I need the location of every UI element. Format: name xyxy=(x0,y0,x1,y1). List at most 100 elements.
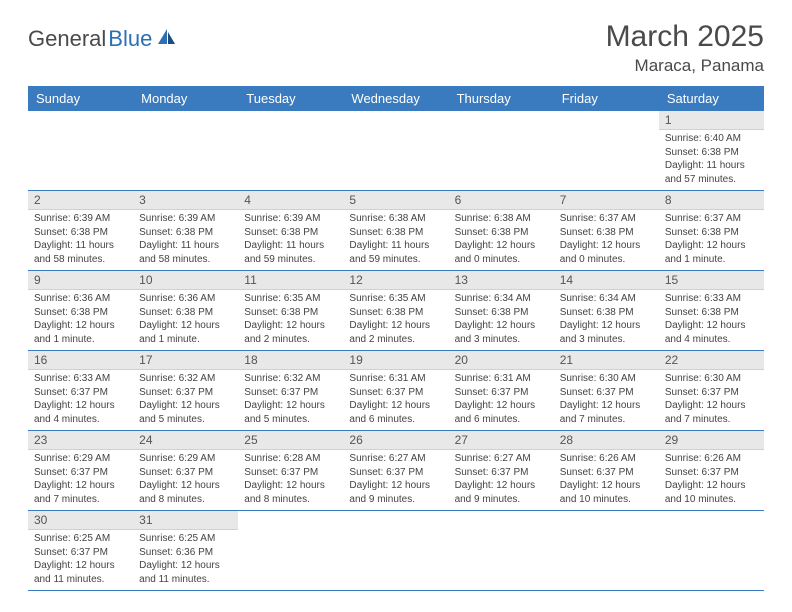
sunrise-text: Sunrise: 6:28 AM xyxy=(244,452,337,466)
daylight-text: Daylight: 12 hours and 0 minutes. xyxy=(455,239,548,266)
calendar-day-cell: 24Sunrise: 6:29 AMSunset: 6:37 PMDayligh… xyxy=(133,431,238,511)
daylight-text: Daylight: 12 hours and 6 minutes. xyxy=(349,399,442,426)
calendar-day-cell: 16Sunrise: 6:33 AMSunset: 6:37 PMDayligh… xyxy=(28,351,133,431)
calendar-day-cell xyxy=(449,111,554,191)
sunset-text: Sunset: 6:38 PM xyxy=(665,146,758,160)
calendar-day-cell: 13Sunrise: 6:34 AMSunset: 6:38 PMDayligh… xyxy=(449,271,554,351)
calendar-day-cell: 8Sunrise: 6:37 AMSunset: 6:38 PMDaylight… xyxy=(659,191,764,271)
sunrise-text: Sunrise: 6:33 AM xyxy=(665,292,758,306)
sunrise-text: Sunrise: 6:37 AM xyxy=(665,212,758,226)
calendar-day-cell: 10Sunrise: 6:36 AMSunset: 6:38 PMDayligh… xyxy=(133,271,238,351)
day-details: Sunrise: 6:29 AMSunset: 6:37 PMDaylight:… xyxy=(28,450,133,510)
calendar-day-cell: 28Sunrise: 6:26 AMSunset: 6:37 PMDayligh… xyxy=(554,431,659,511)
sunrise-text: Sunrise: 6:32 AM xyxy=(244,372,337,386)
calendar-day-cell: 3Sunrise: 6:39 AMSunset: 6:38 PMDaylight… xyxy=(133,191,238,271)
daylight-text: Daylight: 12 hours and 4 minutes. xyxy=(34,399,127,426)
calendar-day-cell: 14Sunrise: 6:34 AMSunset: 6:38 PMDayligh… xyxy=(554,271,659,351)
sunset-text: Sunset: 6:37 PM xyxy=(349,466,442,480)
sunrise-text: Sunrise: 6:25 AM xyxy=(139,532,232,546)
day-number: 24 xyxy=(133,431,238,450)
sunset-text: Sunset: 6:37 PM xyxy=(665,386,758,400)
daylight-text: Daylight: 11 hours and 58 minutes. xyxy=(139,239,232,266)
calendar-day-cell xyxy=(238,511,343,591)
sunset-text: Sunset: 6:37 PM xyxy=(139,386,232,400)
sunrise-text: Sunrise: 6:27 AM xyxy=(349,452,442,466)
calendar-week-row: 16Sunrise: 6:33 AMSunset: 6:37 PMDayligh… xyxy=(28,351,764,431)
calendar-day-cell: 26Sunrise: 6:27 AMSunset: 6:37 PMDayligh… xyxy=(343,431,448,511)
weekday-header: Wednesday xyxy=(343,86,448,111)
calendar-day-cell: 15Sunrise: 6:33 AMSunset: 6:38 PMDayligh… xyxy=(659,271,764,351)
calendar-day-cell: 12Sunrise: 6:35 AMSunset: 6:38 PMDayligh… xyxy=(343,271,448,351)
daylight-text: Daylight: 11 hours and 57 minutes. xyxy=(665,159,758,186)
day-details: Sunrise: 6:28 AMSunset: 6:37 PMDaylight:… xyxy=(238,450,343,510)
calendar-day-cell: 17Sunrise: 6:32 AMSunset: 6:37 PMDayligh… xyxy=(133,351,238,431)
day-number: 21 xyxy=(554,351,659,370)
day-details: Sunrise: 6:36 AMSunset: 6:38 PMDaylight:… xyxy=(28,290,133,350)
day-details: Sunrise: 6:26 AMSunset: 6:37 PMDaylight:… xyxy=(659,450,764,510)
sunrise-text: Sunrise: 6:31 AM xyxy=(349,372,442,386)
sunrise-text: Sunrise: 6:40 AM xyxy=(665,132,758,146)
daylight-text: Daylight: 12 hours and 1 minute. xyxy=(665,239,758,266)
calendar-day-cell xyxy=(659,511,764,591)
day-number: 10 xyxy=(133,271,238,290)
calendar-day-cell xyxy=(554,111,659,191)
calendar-day-cell: 22Sunrise: 6:30 AMSunset: 6:37 PMDayligh… xyxy=(659,351,764,431)
sunset-text: Sunset: 6:37 PM xyxy=(665,466,758,480)
sunrise-text: Sunrise: 6:26 AM xyxy=(665,452,758,466)
day-details: Sunrise: 6:30 AMSunset: 6:37 PMDaylight:… xyxy=(659,370,764,430)
day-number: 31 xyxy=(133,511,238,530)
day-number: 13 xyxy=(449,271,554,290)
day-number: 12 xyxy=(343,271,448,290)
day-details: Sunrise: 6:29 AMSunset: 6:37 PMDaylight:… xyxy=(133,450,238,510)
day-details: Sunrise: 6:35 AMSunset: 6:38 PMDaylight:… xyxy=(343,290,448,350)
day-details: Sunrise: 6:33 AMSunset: 6:38 PMDaylight:… xyxy=(659,290,764,350)
daylight-text: Daylight: 12 hours and 4 minutes. xyxy=(665,319,758,346)
day-number: 16 xyxy=(28,351,133,370)
daylight-text: Daylight: 12 hours and 7 minutes. xyxy=(34,479,127,506)
day-number: 30 xyxy=(28,511,133,530)
weekday-header: Monday xyxy=(133,86,238,111)
sunrise-text: Sunrise: 6:30 AM xyxy=(560,372,653,386)
day-number: 15 xyxy=(659,271,764,290)
calendar-day-cell xyxy=(554,511,659,591)
daylight-text: Daylight: 12 hours and 7 minutes. xyxy=(665,399,758,426)
calendar-page: GeneralBlue March 2025 Maraca, Panama Su… xyxy=(0,0,792,611)
daylight-text: Daylight: 12 hours and 10 minutes. xyxy=(560,479,653,506)
day-number: 18 xyxy=(238,351,343,370)
daylight-text: Daylight: 11 hours and 59 minutes. xyxy=(349,239,442,266)
calendar-day-cell: 7Sunrise: 6:37 AMSunset: 6:38 PMDaylight… xyxy=(554,191,659,271)
daylight-text: Daylight: 12 hours and 8 minutes. xyxy=(139,479,232,506)
calendar-day-cell: 27Sunrise: 6:27 AMSunset: 6:37 PMDayligh… xyxy=(449,431,554,511)
day-number: 4 xyxy=(238,191,343,210)
day-number: 7 xyxy=(554,191,659,210)
daylight-text: Daylight: 12 hours and 8 minutes. xyxy=(244,479,337,506)
sunset-text: Sunset: 6:38 PM xyxy=(349,226,442,240)
sunrise-text: Sunrise: 6:38 AM xyxy=(455,212,548,226)
sunrise-text: Sunrise: 6:29 AM xyxy=(139,452,232,466)
sunset-text: Sunset: 6:37 PM xyxy=(455,466,548,480)
daylight-text: Daylight: 12 hours and 2 minutes. xyxy=(349,319,442,346)
day-details: Sunrise: 6:35 AMSunset: 6:38 PMDaylight:… xyxy=(238,290,343,350)
sail-icon xyxy=(156,27,178,52)
sunset-text: Sunset: 6:37 PM xyxy=(560,386,653,400)
sunrise-text: Sunrise: 6:33 AM xyxy=(34,372,127,386)
day-details: Sunrise: 6:33 AMSunset: 6:37 PMDaylight:… xyxy=(28,370,133,430)
day-number: 20 xyxy=(449,351,554,370)
sunset-text: Sunset: 6:37 PM xyxy=(139,466,232,480)
sunset-text: Sunset: 6:38 PM xyxy=(34,226,127,240)
sunrise-text: Sunrise: 6:34 AM xyxy=(455,292,548,306)
day-details: Sunrise: 6:34 AMSunset: 6:38 PMDaylight:… xyxy=(449,290,554,350)
sunset-text: Sunset: 6:37 PM xyxy=(455,386,548,400)
day-details: Sunrise: 6:26 AMSunset: 6:37 PMDaylight:… xyxy=(554,450,659,510)
day-details: Sunrise: 6:38 AMSunset: 6:38 PMDaylight:… xyxy=(343,210,448,270)
calendar-week-row: 30Sunrise: 6:25 AMSunset: 6:37 PMDayligh… xyxy=(28,511,764,591)
sunset-text: Sunset: 6:37 PM xyxy=(34,386,127,400)
daylight-text: Daylight: 12 hours and 1 minute. xyxy=(34,319,127,346)
sunrise-text: Sunrise: 6:36 AM xyxy=(34,292,127,306)
day-details: Sunrise: 6:31 AMSunset: 6:37 PMDaylight:… xyxy=(343,370,448,430)
sunrise-text: Sunrise: 6:35 AM xyxy=(244,292,337,306)
day-number: 14 xyxy=(554,271,659,290)
weekday-header: Tuesday xyxy=(238,86,343,111)
daylight-text: Daylight: 11 hours and 58 minutes. xyxy=(34,239,127,266)
sunset-text: Sunset: 6:37 PM xyxy=(244,386,337,400)
